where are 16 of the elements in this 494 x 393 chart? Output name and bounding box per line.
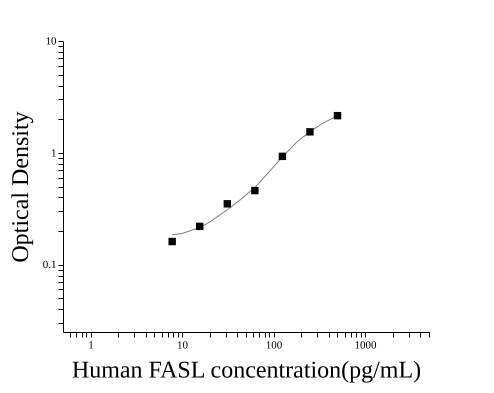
y-tick-label: 0.1 (42, 259, 56, 272)
y-tick-label: 10 (46, 36, 57, 48)
x-axis-title: Human FASL concentration(pg/mL) (72, 358, 422, 384)
y-tick-label: 1 (51, 147, 56, 160)
point (196, 222, 204, 230)
x-tick-label: 1 (88, 340, 94, 352)
x-tick-label: 1000 (354, 340, 378, 352)
y-axis-title: Optical Density (8, 111, 34, 263)
x-tick-label: 100 (266, 340, 283, 352)
point (278, 152, 286, 160)
point (251, 186, 259, 194)
x-tick-label: 10 (177, 340, 189, 352)
point (168, 238, 176, 246)
point (306, 128, 314, 136)
point (224, 200, 232, 208)
point (334, 112, 342, 120)
